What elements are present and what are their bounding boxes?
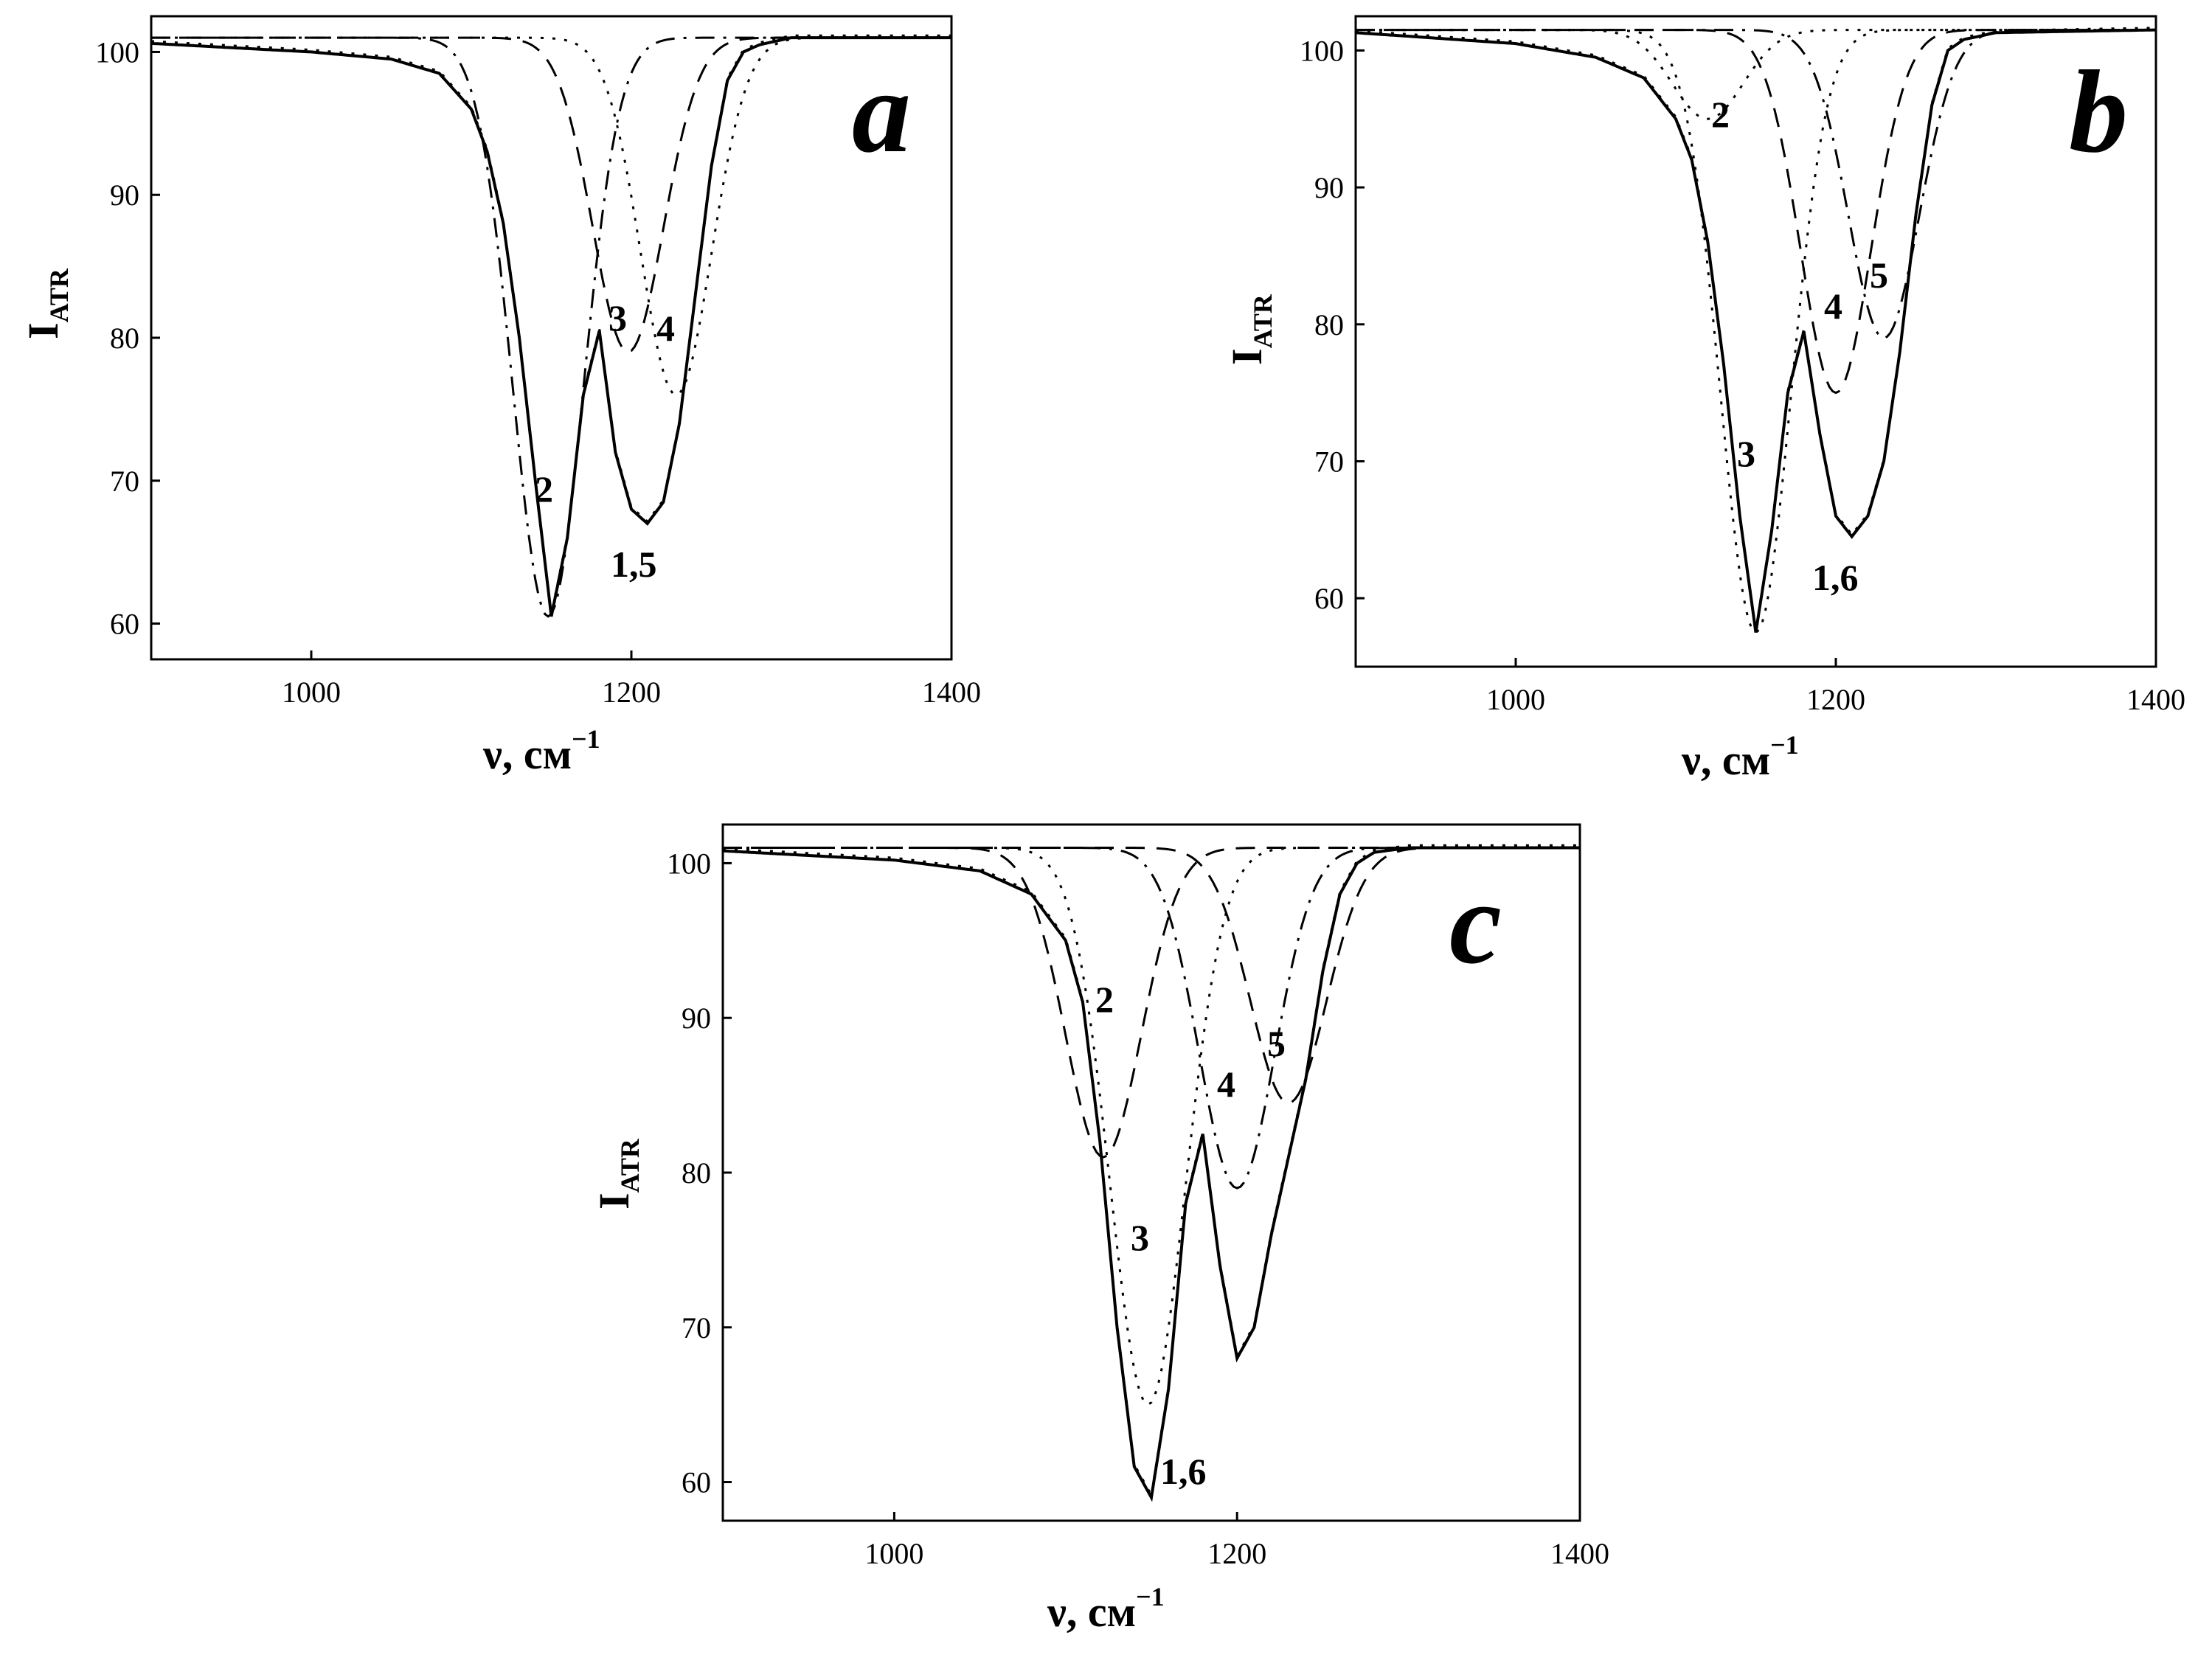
- x-axis-title: ν, см−1: [1681, 730, 1799, 784]
- curve-label-3: 3: [609, 297, 627, 339]
- series-3-line: [1356, 29, 2156, 634]
- y-tick-label: 70: [1314, 445, 1344, 478]
- x-axis-title-sup: −1: [572, 724, 600, 754]
- curve-label-3: 3: [1737, 433, 1755, 474]
- y-axis-title-sub: ATR: [1248, 294, 1277, 348]
- ticks: 1000 1200 1400 60 70 80 90 100: [1300, 34, 2185, 716]
- x-tick-label: 1400: [2126, 683, 2185, 716]
- svg-text:IATR: IATR: [19, 268, 74, 339]
- x-axis-title-sup: −1: [1136, 1582, 1165, 1611]
- y-axis-title: IATR: [1223, 294, 1277, 365]
- svg-text:ν, см−1: ν, см−1: [1681, 730, 1799, 784]
- series-group: [150, 34, 951, 618]
- y-tick-label: 60: [682, 1466, 711, 1499]
- x-tick-label: 1000: [864, 1537, 923, 1570]
- curve-label-1-6: 1,6: [1812, 557, 1859, 598]
- series-2-line: [151, 36, 951, 618]
- curve-label-4: 4: [1217, 1063, 1235, 1105]
- y-tick-label: 60: [110, 608, 139, 641]
- series-4-line: [1356, 29, 2156, 395]
- y-tick-label: 80: [682, 1156, 711, 1190]
- series-5-line: [150, 34, 951, 615]
- x-tick-label: 1200: [1806, 683, 1865, 716]
- svg-text:IATR: IATR: [590, 1138, 645, 1209]
- y-axis-title-main: I: [1223, 348, 1271, 365]
- x-axis-title-main: ν, см: [1681, 736, 1770, 784]
- y-axis-title-main: I: [590, 1193, 638, 1209]
- y-tick-label: 60: [1314, 582, 1344, 615]
- x-tick-label: 1200: [1207, 1537, 1266, 1570]
- x-tick-label: 1400: [1550, 1537, 1609, 1570]
- panel-a: 1000 1200 1400 60 70 80 90 100 a IATR ν, см−1 2…: [19, 15, 981, 778]
- y-tick-label: 70: [110, 465, 139, 498]
- series-group: [1355, 27, 2157, 634]
- series-3-line: [151, 36, 951, 354]
- x-tick-label: 1400: [922, 676, 981, 709]
- y-tick-label: 70: [682, 1311, 711, 1344]
- x-tick-label: 1000: [282, 676, 341, 709]
- y-axis-title-main: I: [19, 322, 67, 339]
- y-tick-label: 100: [667, 847, 711, 880]
- curve-label-4: 4: [656, 308, 675, 349]
- series-6-line: [722, 844, 1580, 1499]
- ticks: 1000 1200 1400 60 70 80 90 100: [667, 847, 1609, 1570]
- series-1-line: [150, 36, 951, 617]
- x-axis-title: ν, см−1: [1047, 1582, 1165, 1636]
- panel-letter: a: [852, 46, 911, 177]
- series-5-line: [1356, 29, 2156, 340]
- panel-letter: b: [2069, 46, 2128, 177]
- series-6-line: [1355, 27, 2157, 631]
- x-axis-title-sup: −1: [1770, 730, 1799, 760]
- series-group: [722, 844, 1580, 1502]
- svg-text:IATR: IATR: [1223, 294, 1277, 365]
- curve-label-1-5: 1,5: [611, 544, 657, 585]
- curve-label-2: 2: [1711, 94, 1730, 135]
- plot-frame: [1354, 15, 2157, 668]
- series-2-line: [1356, 29, 2156, 120]
- y-tick-label: 100: [95, 35, 139, 69]
- y-tick-label: 100: [1300, 34, 1344, 67]
- y-axis-title-sub: ATR: [615, 1138, 645, 1193]
- panel-c: 1000 1200 1400 60 70 80 90 100 c IATR ν, см−1 2…: [590, 823, 1609, 1636]
- y-tick-label: 90: [110, 178, 139, 212]
- x-axis-title: ν, см−1: [482, 724, 600, 778]
- curve-label-2: 2: [1095, 979, 1114, 1020]
- svg-text:ν, см−1: ν, см−1: [1047, 1582, 1165, 1636]
- y-tick-label: 90: [1314, 171, 1344, 204]
- curve-label-4: 4: [1824, 285, 1842, 327]
- series-5-line: [723, 847, 1580, 1105]
- x-axis-title-main: ν, см: [482, 730, 572, 778]
- curve-label-1-6: 1,6: [1160, 1451, 1207, 1492]
- y-axis-title: IATR: [590, 1138, 645, 1209]
- series-1-line: [1355, 28, 2156, 633]
- series-4-line: [151, 36, 951, 397]
- curve-label-2: 2: [535, 468, 553, 510]
- svg-text:ν, см−1: ν, см−1: [482, 724, 600, 778]
- curve-label-5: 5: [1870, 254, 1888, 296]
- y-axis-title: IATR: [19, 268, 74, 339]
- ticks: 1000 1200 1400 60 70 80 90 100: [95, 35, 981, 709]
- y-axis-title-sub: ATR: [44, 268, 74, 322]
- panel-b: 1000 1200 1400 60 70 80 90 100 b IATR ν, см−1 2…: [1223, 15, 2185, 784]
- x-tick-label: 1000: [1486, 683, 1545, 716]
- curve-label-5: 5: [1267, 1023, 1286, 1064]
- y-tick-label: 80: [1314, 308, 1344, 341]
- x-tick-label: 1200: [602, 676, 661, 709]
- y-tick-label: 80: [110, 322, 139, 355]
- y-tick-label: 90: [682, 1002, 711, 1035]
- panel-letter: c: [1449, 857, 1502, 988]
- x-axis-title-main: ν, см: [1047, 1588, 1136, 1636]
- curve-label-3: 3: [1131, 1217, 1149, 1258]
- plot-frame: [150, 15, 953, 661]
